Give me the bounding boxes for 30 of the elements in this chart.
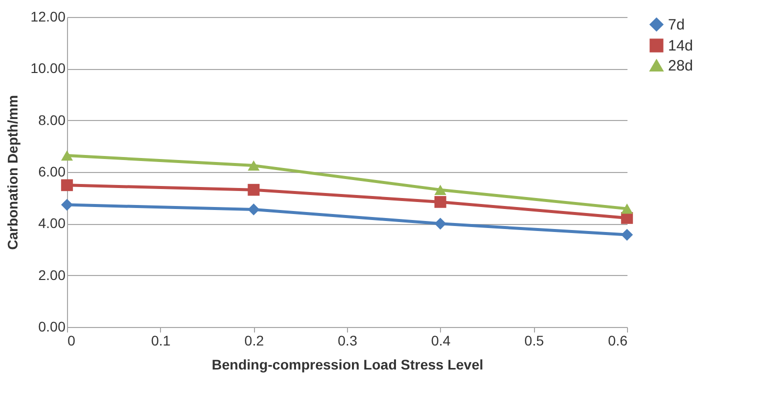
point — [621, 204, 633, 214]
point — [61, 198, 73, 211]
point — [434, 184, 446, 195]
x-axis-title: Bending-compression Load Stress Level — [212, 356, 484, 372]
x-tick-label: 0.2 — [244, 332, 264, 348]
x-tick-label: 0.6 — [608, 332, 628, 348]
y-tick-label: 0.00 — [38, 318, 66, 334]
x-tick-label: 0.1 — [151, 332, 171, 348]
y-tick-label: 6.00 — [38, 164, 66, 180]
x-tick-label: 0.3 — [338, 332, 358, 348]
x-tick-label: 0.5 — [524, 332, 544, 348]
y-tick-label: 10.00 — [30, 60, 66, 76]
legend-label: 14d — [668, 38, 694, 54]
x-tick-label: 0 — [68, 332, 76, 348]
point — [434, 196, 446, 208]
y-axis-title: Carbonation Depth/mm — [4, 95, 20, 250]
y-tick-label: 12.00 — [30, 8, 66, 24]
y-tick-label: 8.00 — [38, 112, 66, 128]
y-tick-label: 2.00 — [38, 266, 66, 283]
point — [248, 204, 260, 216]
point — [434, 218, 446, 230]
point — [248, 160, 260, 171]
point — [61, 150, 73, 161]
y-tick-label: 4.00 — [38, 215, 66, 232]
point — [621, 228, 633, 241]
legend-label: 7d — [668, 16, 685, 34]
point — [248, 184, 260, 196]
x-tick-label: 0.4 — [431, 332, 451, 348]
point — [61, 179, 73, 192]
legend-label: 28d — [668, 58, 694, 74]
